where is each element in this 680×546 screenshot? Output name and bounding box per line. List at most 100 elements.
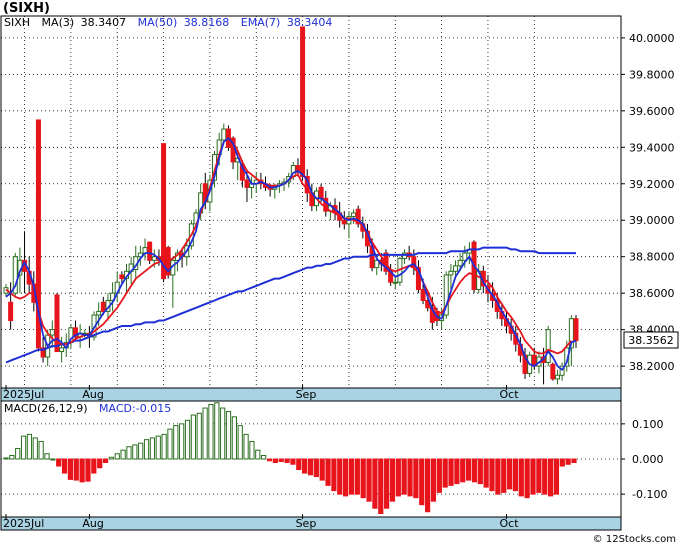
candle	[397, 256, 403, 286]
macd-bar	[91, 458, 97, 474]
macd-bar	[471, 458, 478, 483]
macd-bar	[155, 435, 161, 460]
macd-bar	[249, 440, 255, 460]
macd-bar	[61, 458, 68, 474]
price-y-tick-label: 40.0000	[629, 32, 675, 45]
macd-bar	[56, 458, 62, 467]
macd-bar	[565, 458, 571, 465]
ma-blue-short-line	[5, 137, 577, 371]
legend-ma50-label: MA(50)	[138, 16, 178, 29]
price-y-tick-label: 39.8000	[629, 68, 675, 81]
macd-bar	[430, 458, 437, 502]
macd-bar	[337, 458, 343, 495]
macd-bar	[319, 458, 325, 481]
price-gridlines	[1, 16, 621, 388]
macd-bar	[179, 423, 185, 460]
candle	[165, 245, 171, 279]
price-y-tick-label: 38.2000	[629, 360, 675, 373]
month-label: Oct	[499, 517, 519, 530]
macd-bar	[366, 458, 372, 502]
month-label: 2025Jul	[3, 388, 44, 401]
macd-bar	[220, 407, 226, 460]
macd-value-label: MACD:-0.015	[99, 402, 171, 415]
macd-bar	[143, 439, 150, 460]
candle	[300, 26, 306, 181]
price-y-tick-label: 39.6000	[629, 105, 675, 118]
macd-bar	[348, 458, 355, 495]
macd-bar	[413, 458, 419, 499]
indicator-legend: SIXH MA(3) 38.3407 MA(50) 38.8168 EMA(7)…	[4, 16, 332, 29]
macd-y-tick-label: 0.100	[632, 418, 664, 431]
candle	[119, 271, 125, 285]
macd-bar	[114, 453, 120, 460]
macd-bar	[202, 407, 208, 460]
macd-bar	[313, 458, 319, 478]
macd-bar	[20, 435, 27, 460]
candle	[462, 245, 468, 268]
price-y-tick-label: 39.4000	[629, 141, 675, 154]
watermark: © 12Stocks.com	[593, 534, 676, 545]
macd-bar	[389, 458, 396, 502]
macd-bar	[67, 458, 74, 480]
macd-bar	[120, 449, 126, 460]
macd-bar	[15, 447, 21, 460]
candle	[295, 158, 301, 177]
legend-ema7-label: EMA(7)	[241, 16, 281, 29]
macd-bar	[343, 458, 349, 497]
macd-y-tick-label: 0.000	[632, 453, 664, 466]
macd-bar	[184, 419, 191, 460]
macd-bar	[536, 458, 542, 493]
macd-bar	[237, 425, 243, 460]
macd-bar	[255, 449, 261, 460]
legend-ma3-label: MA(3)	[42, 16, 75, 29]
macd-bar	[208, 404, 214, 460]
macd-bar	[79, 458, 85, 483]
macd-bar	[73, 458, 79, 481]
macd-bar	[173, 425, 179, 460]
macd-bar	[85, 458, 91, 482]
macd-bar	[261, 454, 267, 460]
price-plot-area	[3, 26, 579, 385]
macd-bar	[38, 440, 44, 460]
macd-bar	[360, 458, 366, 499]
legend-ma3-value: 38.3407	[81, 16, 127, 29]
macd-bar	[149, 437, 155, 460]
macd-bar	[108, 456, 115, 460]
macd-bar	[97, 458, 103, 469]
macd-bar	[284, 458, 290, 464]
macd-bar	[524, 458, 530, 499]
macd-bar	[542, 458, 548, 495]
candle	[545, 326, 551, 367]
macd-bar	[354, 458, 360, 495]
candle	[49, 320, 55, 348]
candle	[12, 253, 18, 297]
macd-bar	[553, 458, 560, 495]
macd-bar	[307, 458, 314, 476]
macd-bar	[465, 458, 472, 481]
macd-bar	[401, 458, 407, 495]
last-price-label: 38.3562	[628, 334, 674, 347]
macd-bar	[530, 458, 536, 495]
macd-bar	[460, 458, 466, 483]
macd-bar	[243, 433, 249, 460]
macd-bar	[477, 458, 483, 485]
candle	[221, 123, 227, 144]
macd-bar	[495, 458, 501, 495]
macd-bar	[44, 453, 50, 460]
macd-legend: MACD(26,12,9) MACD:-0.015	[4, 402, 171, 415]
month-label: Sep	[296, 388, 317, 401]
macd-bar	[214, 402, 220, 460]
macd-bar	[26, 433, 33, 460]
macd-bar	[266, 458, 273, 462]
macd-bar	[296, 458, 302, 471]
macd-bar	[278, 458, 284, 462]
macd-bar	[442, 458, 448, 488]
candle	[573, 315, 579, 348]
macd-histogram	[3, 402, 577, 514]
macd-bar	[483, 458, 489, 488]
macd-bar	[419, 458, 425, 506]
legend-ma50-value: 38.8168	[184, 16, 230, 29]
macd-bar	[489, 458, 495, 492]
macd-bar	[290, 458, 296, 465]
month-label: Sep	[296, 517, 317, 530]
